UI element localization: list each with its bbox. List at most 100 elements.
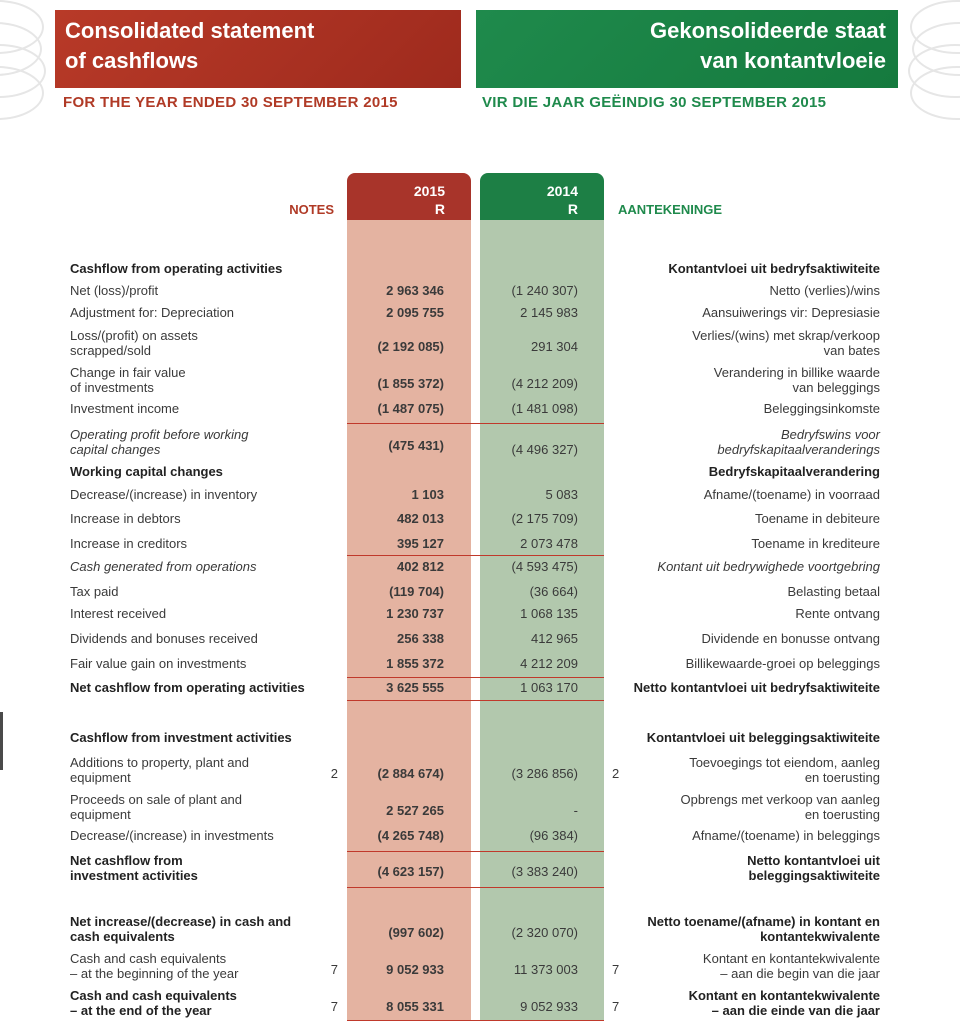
row-label-afrikaans-line1: Netto kontantvloei uit bbox=[747, 853, 880, 868]
row-label-afrikaans: Kontantvloei uit beleggingsaktiwiteite bbox=[620, 730, 880, 745]
row-label-english-line1: Cashflow from operating activities bbox=[70, 261, 283, 276]
row-label-afrikaans-line2: beleggingsaktiwiteite bbox=[748, 868, 880, 883]
value-2014: 2 073 478 bbox=[520, 536, 578, 551]
row-label-afrikaans: Beleggingsinkomste bbox=[620, 401, 880, 416]
row-label-afrikaans-line1: Dividende en bonusse ontvang bbox=[701, 631, 880, 646]
row-label-afrikaans: Toename in debiteure bbox=[620, 511, 880, 526]
row-label-english-line1: Decrease/(increase) in investments bbox=[70, 828, 274, 843]
row-label-afrikaans-line1: Bedryfskapitaalverandering bbox=[708, 464, 880, 479]
row-label-english: Working capital changes bbox=[70, 464, 340, 479]
row-label-afrikaans: Kontant uit bedrywighede voortgebring bbox=[620, 559, 880, 574]
value-2015: 2 963 346 bbox=[386, 283, 444, 298]
row-label-english: Net (loss)/profit bbox=[70, 283, 340, 298]
row-label-afrikaans: Kontant en kontantekwivalente – aan die e… bbox=[620, 988, 880, 1018]
value-2015: (4 265 748) bbox=[377, 828, 445, 843]
aantekening-number: 7 bbox=[612, 999, 620, 1014]
row-label-english-line2: of investments bbox=[70, 380, 154, 395]
row-label-english: Adjustment for: Depreciation bbox=[70, 305, 340, 320]
row-label-afrikaans-line1: Opbrengs met verkoop van aanleg bbox=[680, 792, 880, 807]
value-2014: (1 481 098) bbox=[511, 401, 579, 416]
row-label-afrikaans: Kontantvloei uit bedryfsaktiwiteite bbox=[620, 261, 880, 276]
row-label-english-line1: Dividends and bonuses received bbox=[70, 631, 258, 646]
row-label-afrikaans-line1: Kontantvloei uit bedryfsaktiwiteite bbox=[668, 261, 880, 276]
column-2015-background bbox=[347, 220, 471, 1020]
row-label-english: Additions to property, plant and equipmen… bbox=[70, 755, 340, 785]
value-2015: 1 855 372 bbox=[386, 656, 444, 671]
row-label-english-line1: Operating profit before working bbox=[70, 427, 249, 442]
title-en-line2: of cashflows bbox=[65, 48, 199, 73]
row-label-english-line2: equipment bbox=[70, 807, 131, 822]
row-label-english: Increase in creditors bbox=[70, 536, 340, 551]
total-rule bbox=[347, 677, 604, 678]
row-label-english-line2: capital changes bbox=[70, 442, 161, 457]
row-label-english: Decrease/(increase) in investments bbox=[70, 828, 340, 843]
row-label-afrikaans-line1: Afname/(toename) in voorraad bbox=[703, 487, 880, 502]
total-rule bbox=[347, 851, 604, 852]
row-label-english-line1: Adjustment for: Depreciation bbox=[70, 305, 235, 320]
row-label-english-line1: Additions to property, plant and bbox=[70, 755, 249, 770]
value-2015: (2 192 085) bbox=[377, 339, 445, 354]
row-label-english-line1: Interest received bbox=[70, 606, 167, 621]
value-2014: 1 063 170 bbox=[520, 680, 578, 695]
value-2015: 402 812 bbox=[397, 559, 444, 574]
row-label-english: Operating profit before working capital c… bbox=[70, 427, 340, 457]
row-label-afrikaans: Billikewaarde-groei op beleggings bbox=[620, 656, 880, 671]
value-2014: (36 664) bbox=[529, 584, 578, 599]
value-2014: (4 212 209) bbox=[511, 376, 579, 391]
value-2014: 1 068 135 bbox=[520, 606, 578, 621]
row-label-english: Dividends and bonuses received bbox=[70, 631, 340, 646]
row-label-english-line1: Cash and cash equivalents bbox=[70, 951, 227, 966]
row-label-afrikaans-line1: Kontantvloei uit beleggingsaktiwiteite bbox=[646, 730, 880, 745]
row-label-afrikaans-line2: – aan die begin van die jaar bbox=[720, 966, 880, 981]
value-2015: 1 103 bbox=[411, 487, 444, 502]
row-label-english-line1: Tax paid bbox=[70, 584, 119, 599]
row-label-english-line1: Proceeds on sale of plant and bbox=[70, 792, 243, 807]
value-2014: (3 383 240) bbox=[511, 864, 579, 879]
row-label-english: Proceeds on sale of plant and equipment bbox=[70, 792, 340, 822]
row-label-afrikaans-line1: Kontant en kontantekwivalente bbox=[688, 988, 880, 1003]
row-label-english-line1: Cashflow from investment activities bbox=[70, 730, 292, 745]
column-header-2015: 2015 R bbox=[347, 173, 471, 220]
value-2014: 11 373 003 bbox=[513, 962, 578, 977]
row-label-afrikaans-line1: Toename in debiteure bbox=[754, 511, 880, 526]
value-2015: 8 055 331 bbox=[386, 999, 444, 1014]
decorative-swirl-left bbox=[0, 0, 55, 130]
row-label-english: Loss/(profit) on assets scrapped/sold bbox=[70, 328, 340, 358]
row-label-english: Fair value gain on investments bbox=[70, 656, 340, 671]
row-label-afrikaans-line1: Netto kontantvloei uit bedryfsaktiwiteit… bbox=[633, 680, 880, 695]
row-label-afrikaans-line1: Afname/(toename) in beleggings bbox=[692, 828, 880, 843]
value-2015: 2 527 265 bbox=[386, 803, 444, 818]
title-banner-english: Consolidated statement of cashflows bbox=[55, 10, 461, 88]
value-2015: (1 855 372) bbox=[377, 376, 445, 391]
row-label-afrikaans: Dividende en bonusse ontvang bbox=[620, 631, 880, 646]
value-2014: (2 175 709) bbox=[511, 511, 579, 526]
row-label-english: Cash and cash equivalents – at the beginn… bbox=[70, 951, 340, 981]
column-header-2014: 2014 R bbox=[480, 173, 604, 220]
row-label-english-line2: – at the beginning of the year bbox=[70, 966, 239, 981]
column-unit-2015: R bbox=[434, 201, 445, 217]
value-2014: 4 212 209 bbox=[520, 656, 578, 671]
value-2015: (475 431) bbox=[388, 438, 444, 453]
total-rule bbox=[347, 1020, 604, 1021]
row-label-afrikaans: Opbrengs met verkoop van aanleg en toerus… bbox=[620, 792, 880, 822]
row-label-english-line1: Net increase/(decrease) in cash and bbox=[70, 914, 292, 929]
row-label-english-line1: Working capital changes bbox=[70, 464, 223, 479]
value-2014: - bbox=[573, 803, 578, 818]
value-2015: (1 487 075) bbox=[377, 401, 445, 416]
row-label-english: Cash generated from operations bbox=[70, 559, 340, 574]
row-label-afrikaans: Verlies/(wins) met skrap/verkoop van bate… bbox=[620, 328, 880, 358]
row-label-afrikaans-line2: van beleggings bbox=[792, 380, 880, 395]
value-2014: (96 384) bbox=[529, 828, 578, 843]
value-2015: 2 095 755 bbox=[386, 305, 444, 320]
row-label-afrikaans: Bedryfskapitaalverandering bbox=[620, 464, 880, 479]
row-label-english: Net cashflow from investment activities bbox=[70, 853, 340, 883]
note-number: 7 bbox=[330, 962, 338, 977]
value-2015: 1 230 737 bbox=[386, 606, 444, 621]
value-2014: (1 240 307) bbox=[511, 283, 579, 298]
value-2014: (3 286 856) bbox=[511, 766, 579, 781]
row-label-english: Decrease/(increase) in inventory bbox=[70, 487, 340, 502]
row-label-afrikaans-line2: en toerusting bbox=[804, 807, 880, 822]
total-rule bbox=[347, 423, 604, 424]
aantekeninge-header: AANTEKENINGE bbox=[618, 202, 723, 217]
row-label-afrikaans-line1: Kontant uit bedrywighede voortgebring bbox=[657, 559, 880, 574]
